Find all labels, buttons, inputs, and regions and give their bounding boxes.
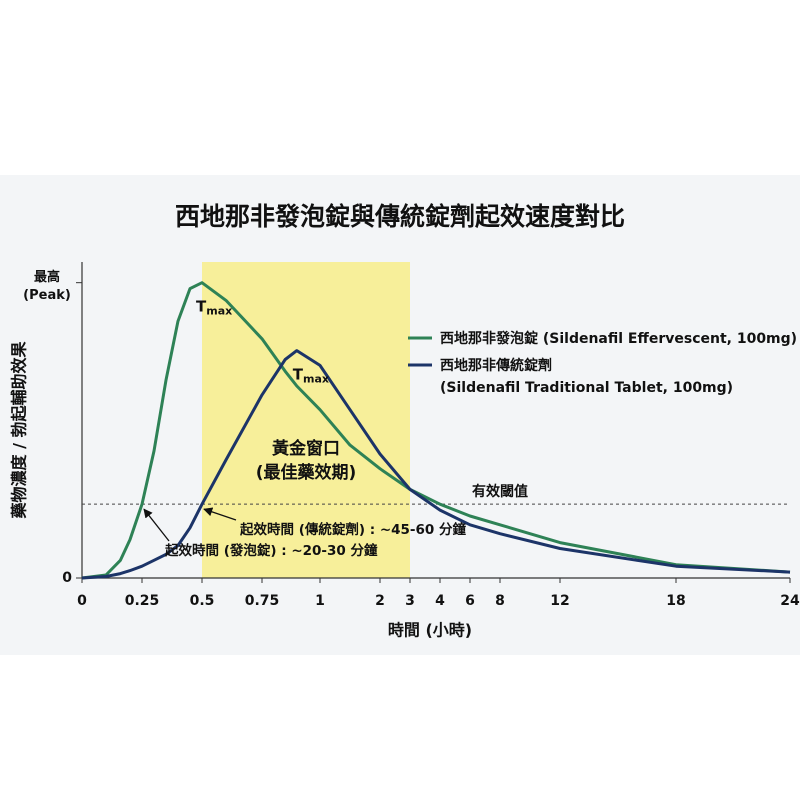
x-tick-label: 2 (375, 593, 385, 609)
x-tick-label: 18 (666, 593, 685, 609)
window-label: 黃金窗口 (最佳藥效期) (255, 439, 357, 483)
tmax-label: Tmax (196, 297, 232, 318)
tmax-main: T (293, 365, 304, 383)
x-tick-label: 0.25 (125, 593, 160, 609)
series-line (81, 281, 791, 580)
x-axis-label: 時間 (小時) (388, 621, 472, 640)
legend-label: 西地那非發泡錠 (Sildenafil Effervescent, 100mg) (440, 331, 798, 347)
series-line (81, 349, 791, 580)
chart-title: 西地那非發泡錠與傳統錠劑起效速度對比 (175, 202, 625, 231)
tmax-main: T (196, 297, 207, 315)
onset-arrow (143, 508, 170, 542)
onset-arrow (203, 507, 237, 521)
y-axis-label: 藥物濃度 / 勃起輔助效果 (10, 342, 29, 520)
y-tick-label: 0 (62, 570, 72, 586)
x-tick-label: 24 (780, 593, 800, 609)
x-tick-label: 4 (435, 593, 445, 609)
x-tick-label: 0.5 (190, 593, 215, 609)
onset-label: 起效時間 (發泡錠) : ~20-30 分鐘 (164, 542, 378, 559)
onset-label: 起效時間 (傳統錠劑) : ~45-60 分鐘 (239, 521, 467, 538)
x-tick-label: 1 (315, 593, 325, 609)
x-tick-label: 0.75 (245, 593, 280, 609)
golden-window (202, 262, 410, 578)
x-tick-label: 0 (77, 593, 87, 609)
tmax-sub: max (206, 305, 232, 318)
tmax-label: Tmax (293, 365, 329, 386)
threshold-label: 有效閾值 (472, 483, 528, 500)
tmax-sub: max (303, 373, 329, 386)
x-tick-label: 12 (550, 593, 569, 609)
legend-label: 西地那非傳統錠劑 (Sildenafil Traditional Tablet,… (440, 358, 734, 396)
x-tick-label: 3 (405, 593, 415, 609)
x-tick-label: 8 (495, 593, 505, 609)
y-tick-label: 最高 (Peak) (23, 269, 71, 303)
x-tick-label: 6 (465, 593, 475, 609)
